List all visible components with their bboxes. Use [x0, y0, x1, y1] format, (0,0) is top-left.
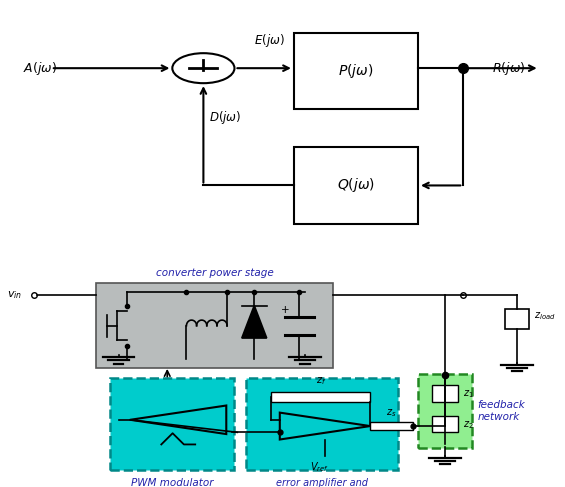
Text: $v_{in}$: $v_{in}$ [7, 290, 23, 301]
FancyBboxPatch shape [110, 378, 234, 470]
Text: error amplifier and
compensation network: error amplifier and compensation network [266, 478, 378, 487]
Text: $z_f$: $z_f$ [315, 375, 326, 387]
Text: $z_2$: $z_2$ [463, 419, 473, 431]
Bar [505, 309, 529, 329]
Text: $V_{ref}$: $V_{ref}$ [310, 460, 329, 474]
Text: $Q(j\omega)$: $Q(j\omega)$ [337, 176, 375, 194]
Text: feedback
network: feedback network [477, 400, 525, 422]
Bar [432, 415, 458, 432]
Text: $R(j\omega)$: $R(j\omega)$ [492, 60, 525, 76]
Text: $A(j\omega)$: $A(j\omega)$ [23, 60, 57, 76]
Text: $P(j\omega)$: $P(j\omega)$ [338, 62, 373, 80]
Text: +: + [281, 305, 290, 316]
Text: converter power stage: converter power stage [156, 267, 273, 278]
Bar [271, 393, 370, 402]
Text: $z_{load}$: $z_{load}$ [534, 310, 555, 321]
Text: $D(j\omega)$: $D(j\omega)$ [209, 109, 241, 126]
Bar [294, 33, 418, 109]
Bar [96, 283, 333, 368]
Text: PWM modulator: PWM modulator [131, 478, 214, 487]
FancyBboxPatch shape [418, 374, 472, 448]
Text: $E(j\omega)$: $E(j\omega)$ [254, 32, 285, 49]
FancyBboxPatch shape [246, 378, 398, 470]
Bar [432, 385, 458, 401]
Text: $z_1$: $z_1$ [463, 388, 474, 400]
Polygon shape [242, 305, 267, 338]
Bar [294, 147, 418, 224]
Text: $z_s$: $z_s$ [386, 408, 397, 419]
Bar [370, 422, 412, 430]
